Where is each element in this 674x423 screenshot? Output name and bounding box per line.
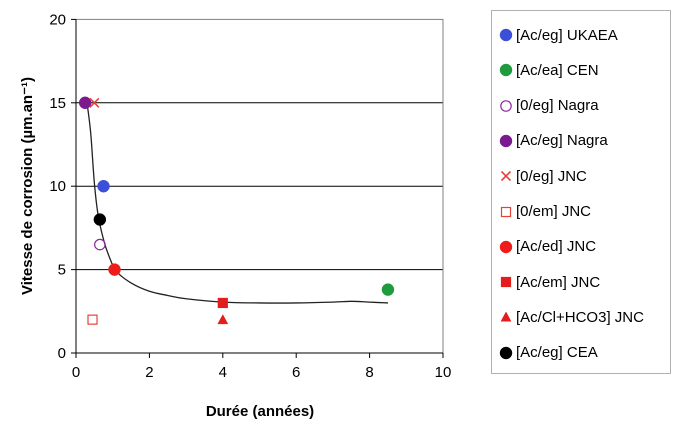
- legend-marker-shape: [499, 28, 513, 42]
- x-tick-label: 4: [219, 364, 227, 381]
- legend-marker-shape: [500, 311, 512, 322]
- y-tick-label: 0: [58, 345, 66, 362]
- data-point: [108, 263, 121, 276]
- legend-marker-shape: [499, 240, 513, 254]
- legend-label: [Ac/eg] UKAEA: [516, 26, 618, 44]
- data-point: [78, 96, 92, 110]
- legend-marker: [499, 28, 513, 42]
- legend-item: [Ac/Cl+HCO3] JNC: [498, 307, 644, 327]
- corrosion-rate-chart: 0 2 4 6 8 10 0 5 10 15 20 Durée (années) Vitesse …: [19, 11, 452, 420]
- legend-marker: [500, 311, 512, 322]
- gridlines: [76, 102, 443, 271]
- data-point: [89, 97, 100, 108]
- x-tick-label: 8: [365, 364, 373, 381]
- legend-label: [Ac/eg] CEA: [516, 344, 598, 362]
- legend-label: [Ac/em] JNC: [516, 273, 601, 291]
- legend-label: [0/eg] JNC: [516, 167, 587, 185]
- data-points: [78, 96, 395, 325]
- y-tick-labels: 0 5 10 15 20: [49, 11, 66, 362]
- x-tick-label: 6: [292, 364, 300, 381]
- legend-marker: [499, 346, 513, 359]
- trend-curve: [86, 102, 388, 304]
- legend-marker-shape: [500, 206, 512, 217]
- data-point: [97, 179, 110, 193]
- x-tick-label: 10: [435, 364, 452, 381]
- legend-label: [0/eg] Nagra: [516, 97, 599, 115]
- legend-marker: [500, 276, 512, 288]
- legend-item: [Ac/eg] Nagra: [498, 131, 608, 151]
- legend-marker: [500, 171, 512, 182]
- data-point: [93, 213, 107, 226]
- data-point: [94, 238, 106, 251]
- legend-marker: [500, 99, 512, 112]
- y-tick-label: 15: [49, 95, 66, 112]
- legend-marker-shape: [500, 171, 512, 182]
- y-axis-title: Vitesse de corrosion (µm.an⁻¹): [19, 77, 36, 295]
- legend-marker-shape: [499, 346, 513, 359]
- legend-marker: [500, 206, 512, 217]
- legend-label: [0/em] JNC: [516, 203, 592, 220]
- data-point: [381, 283, 395, 296]
- legend-label: [Ac/ed] JNC: [516, 238, 597, 256]
- legend-item: [Ac/ea] CEN: [498, 60, 599, 80]
- data-point: [217, 297, 228, 309]
- y-tick-label: 5: [58, 262, 66, 279]
- legend-item: [Ac/em] JNC: [498, 272, 600, 292]
- legend-item: [Ac/ed] JNC: [498, 237, 596, 257]
- x-tick-label: 0: [72, 364, 80, 381]
- legend: [Ac/eg] UKAEA [Ac/ea] CEN [0/eg] Nagra [Ac/…: [491, 10, 671, 374]
- legend-item: [0/em] JNC: [498, 202, 591, 222]
- legend-marker: [499, 64, 513, 77]
- legend-marker: [499, 134, 513, 148]
- legend-marker: [499, 240, 513, 254]
- x-axis-title: Durée (années): [206, 403, 314, 420]
- legend-marker-shape: [499, 64, 513, 77]
- axis-ticks: [71, 18, 444, 358]
- y-tick-label: 20: [49, 11, 66, 28]
- legend-item: [0/eg] JNC: [498, 166, 587, 186]
- legend-marker-shape: [500, 276, 512, 288]
- legend-label: [Ac/eg] Nagra: [516, 132, 608, 150]
- x-tick-label: 2: [145, 364, 153, 381]
- legend-item: [Ac/eg] UKAEA: [498, 25, 618, 45]
- legend-item: [Ac/eg] CEA: [498, 343, 598, 363]
- data-point: [87, 314, 98, 325]
- x-tick-labels: 0 2 4 6 8 10: [72, 364, 452, 381]
- legend-marker-shape: [499, 134, 513, 148]
- legend-label: [Ac/ea] CEN: [516, 61, 599, 79]
- legend-marker-shape: [500, 99, 512, 112]
- legend-label: [Ac/Cl+HCO3] JNC: [516, 308, 644, 326]
- data-point: [217, 314, 229, 325]
- y-tick-label: 10: [49, 178, 66, 195]
- legend-item: [0/eg] Nagra: [498, 96, 599, 116]
